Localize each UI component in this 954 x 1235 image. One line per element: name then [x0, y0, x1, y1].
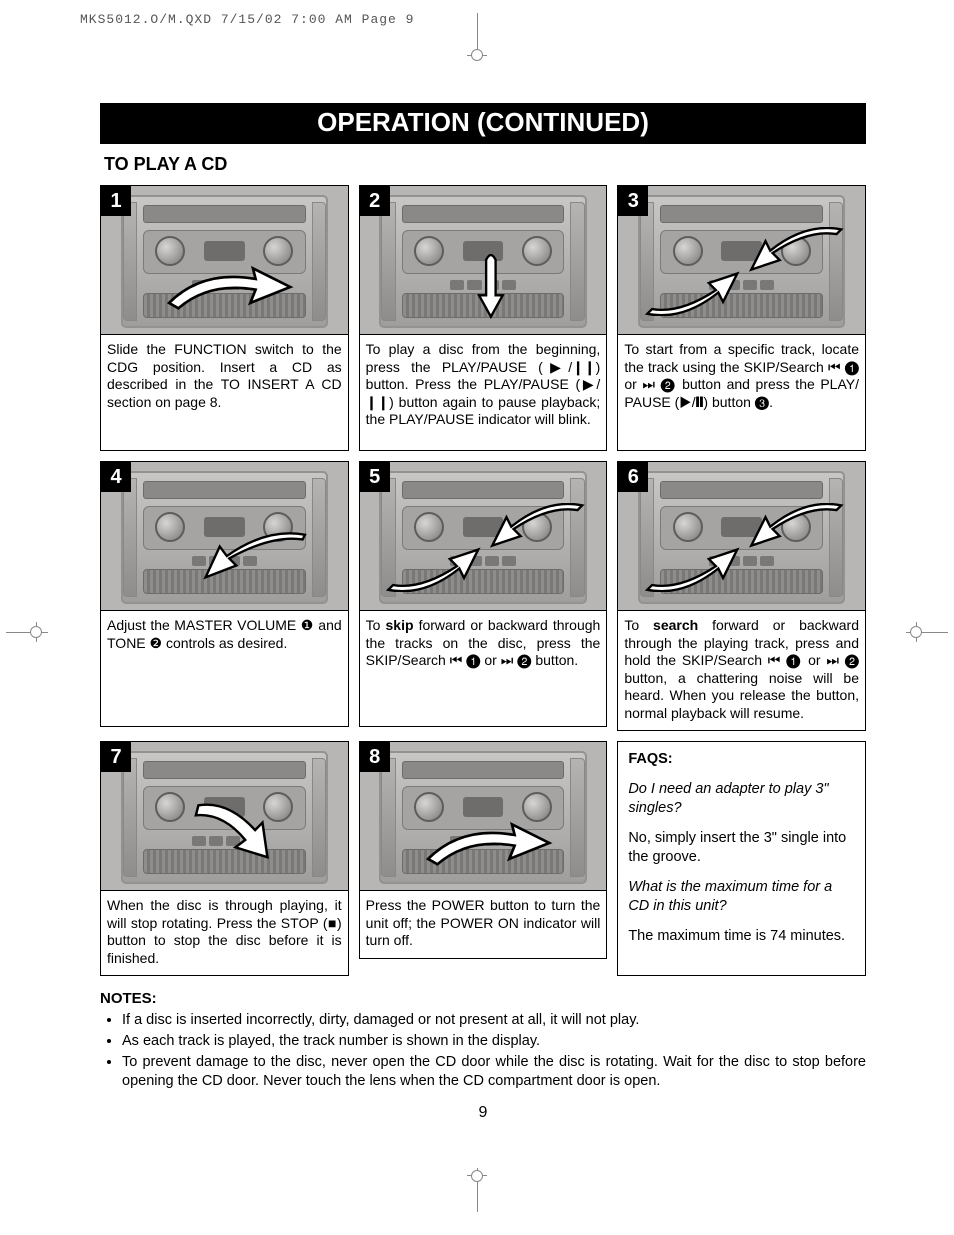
step-8-illustration: 8	[359, 741, 608, 891]
faq-title: FAQS:	[628, 750, 855, 770]
step-badge: 8	[360, 742, 390, 772]
arrow-icon	[379, 533, 488, 592]
arrow-icon	[638, 257, 747, 316]
step-2-text: To play a disc from the beginning, press…	[359, 335, 608, 451]
arrow-icon	[170, 798, 288, 872]
page-content: OPERATION (CONTINUED) TO PLAY A CD 1 Sli…	[0, 103, 954, 1122]
arrow-icon	[444, 248, 538, 319]
faq-a2: The maximum time is 74 minutes.	[628, 927, 855, 947]
step-3: 3 To start from a specific track, locate…	[617, 185, 866, 451]
step-2-illustration: 2	[359, 185, 608, 335]
arrow-icon	[414, 819, 562, 872]
note-item: To prevent damage to the disc, never ope…	[122, 1053, 866, 1091]
notes-section: NOTES: If a disc is inserted incorrectly…	[100, 990, 866, 1090]
arrow-icon	[742, 503, 851, 562]
step-3-illustration: 3	[617, 185, 866, 335]
section-title: OPERATION (CONTINUED)	[100, 103, 866, 144]
arrow-icon	[742, 227, 851, 286]
crop-mark-right	[904, 620, 930, 646]
step-5: 5 To skip forward or backward through th…	[359, 461, 608, 731]
arrow-icon	[185, 530, 323, 589]
step-5-illustration: 5	[359, 461, 608, 611]
step-badge: 7	[101, 742, 131, 772]
subheading: TO PLAY A CD	[104, 154, 866, 175]
page-number: 9	[100, 1104, 866, 1122]
step-8: 8 Press the POWER button to turn the uni…	[359, 741, 608, 976]
crop-mark-bottom	[0, 1146, 954, 1206]
arrow-icon	[638, 533, 747, 592]
note-item: As each track is played, the track numbe…	[122, 1032, 866, 1051]
step-badge: 3	[618, 186, 648, 216]
step-badge: 4	[101, 462, 131, 492]
step-1-illustration: 1	[100, 185, 349, 335]
step-1-text: Slide the FUNCTION switch to the CDG pos…	[100, 335, 349, 451]
step-badge: 6	[618, 462, 648, 492]
faq-q1: Do I need an adapter to play 3" singles?	[628, 780, 855, 819]
step-badge: 5	[360, 462, 390, 492]
arrow-icon	[483, 503, 592, 562]
step-7-illustration: 7	[100, 741, 349, 891]
step-4-illustration: 4	[100, 461, 349, 611]
step-4-text: Adjust the MASTER VOLUME ❶ and TONE ❷ co…	[100, 611, 349, 727]
step-7: 7 When the disc is through playing, it w…	[100, 741, 349, 976]
step-8-text: Press the POWER button to turn the unit …	[359, 891, 608, 959]
note-item: If a disc is inserted incorrectly, dirty…	[122, 1011, 866, 1030]
steps-grid: 1 Slide the FUNCTION switch to the CDG p…	[100, 185, 866, 976]
arrow-icon	[155, 263, 303, 316]
faq-a1: No, simply insert the 3" single into the…	[628, 829, 855, 868]
step-7-text: When the disc is through playing, it wil…	[100, 891, 349, 976]
notes-title: NOTES:	[100, 990, 866, 1007]
step-6-text: To search forward or backward through th…	[617, 611, 866, 731]
step-4: 4 Adjust the MASTER VOLUME ❶ and TONE ❷ …	[100, 461, 349, 731]
step-2: 2 To play a disc from the beginning, pre…	[359, 185, 608, 451]
step-6-illustration: 6	[617, 461, 866, 611]
crop-mark-left	[24, 620, 50, 646]
step-3-text: To start from a specific track, locate t…	[617, 335, 866, 451]
step-5-text: To skip forward or backward through the …	[359, 611, 608, 727]
faq-q2: What is the maximum time for a CD in thi…	[628, 878, 855, 917]
step-badge: 1	[101, 186, 131, 216]
step-badge: 2	[360, 186, 390, 216]
step-6: 6 To search forward or backward through …	[617, 461, 866, 731]
step-1: 1 Slide the FUNCTION switch to the CDG p…	[100, 185, 349, 451]
manual-page: MKS5012.O/M.QXD 7/15/02 7:00 AM Page 9 O…	[0, 0, 954, 1206]
notes-list: If a disc is inserted incorrectly, dirty…	[100, 1011, 866, 1090]
faq-box: FAQS: Do I need an adapter to play 3" si…	[617, 741, 866, 976]
crop-mark-top	[0, 37, 954, 63]
